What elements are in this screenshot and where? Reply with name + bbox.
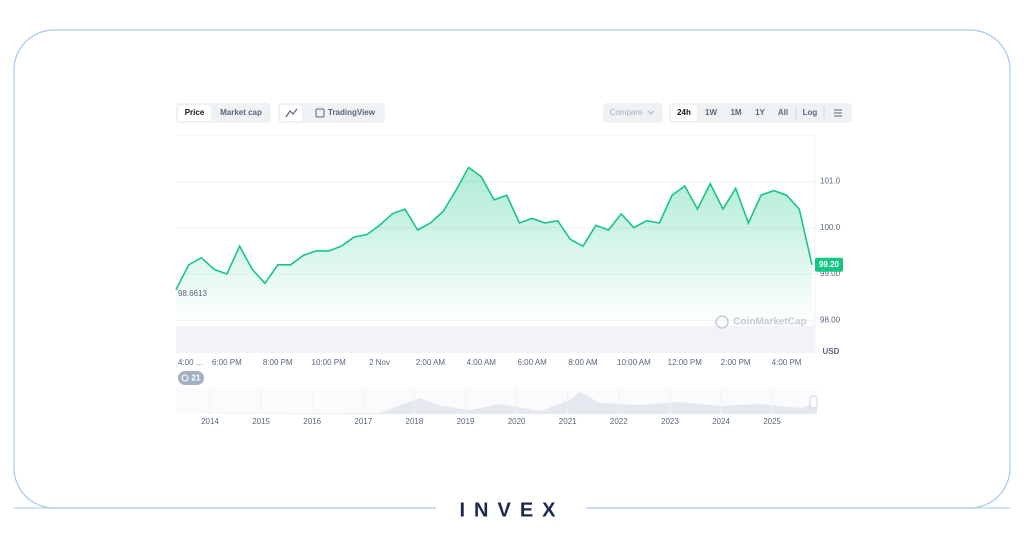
range-button[interactable]: 1Y xyxy=(755,108,765,117)
last-price-label: 99.20 xyxy=(819,260,840,269)
y-tick-label: 101.0 xyxy=(820,176,841,185)
x-tick-label: 8:00 PM xyxy=(263,358,293,367)
clock-icon xyxy=(181,374,189,382)
x-tick-label: 10:00 PM xyxy=(312,358,347,367)
x-tick-label: 2:00 AM xyxy=(416,358,446,367)
x-tick-label: 2 Nov xyxy=(369,358,390,367)
x-tick-label: 6:00 PM xyxy=(212,358,242,367)
year-label: 2015 xyxy=(252,417,270,426)
chevron xyxy=(647,110,655,115)
x-tick-label: 10:00 AM xyxy=(617,358,651,367)
watermark-logo xyxy=(715,315,729,329)
year-label: 2022 xyxy=(610,417,628,426)
area xyxy=(176,167,812,325)
year-label: 2019 xyxy=(457,417,475,426)
watermark: CoinMarketCap xyxy=(733,317,806,328)
market-cap-button[interactable]: Market cap xyxy=(220,108,262,117)
brand-logo: INVEX xyxy=(459,499,564,521)
price-line xyxy=(175,166,813,291)
compare-button[interactable]: Compare xyxy=(610,108,643,117)
x-tick-label: 8:00 AM xyxy=(568,358,598,367)
x-tick-label: 12:00 PM xyxy=(668,358,703,367)
log-button[interactable]: Log xyxy=(803,108,818,117)
x-tick-label: 2:00 PM xyxy=(721,358,751,367)
year-label: 2020 xyxy=(508,417,526,426)
navigator-area xyxy=(176,392,817,414)
y-tick-label: 98.00 xyxy=(820,315,841,324)
range-button[interactable]: 1M xyxy=(730,108,741,117)
first-price-label: 98.6613 xyxy=(178,289,207,298)
history-badge-bg[interactable] xyxy=(178,371,204,385)
range-active[interactable] xyxy=(671,105,697,121)
range-button[interactable]: 24h xyxy=(677,108,691,117)
x-tick-label: 4:00 PM xyxy=(772,358,802,367)
range-group xyxy=(669,103,852,123)
year-label: 2024 xyxy=(712,417,730,426)
toggle-active[interactable] xyxy=(178,105,211,121)
y-tick-label: 100.0 xyxy=(820,223,841,232)
year-label: 2017 xyxy=(354,417,372,426)
last-price-badge xyxy=(815,257,843,272)
x-tick-label: 6:00 AM xyxy=(517,358,547,367)
y-unit: USD xyxy=(823,347,840,356)
volume-band xyxy=(176,326,815,353)
range-button[interactable]: All xyxy=(778,108,788,117)
year-label: 2023 xyxy=(661,417,679,426)
x-tick-label: 4:00 ... xyxy=(178,358,202,367)
y-tick-label: 99.00 xyxy=(820,269,841,278)
compare-box[interactable] xyxy=(603,103,663,123)
year-label: 2025 xyxy=(763,417,781,426)
range-button[interactable]: 1W xyxy=(705,108,717,117)
year-label: 2016 xyxy=(303,417,321,426)
tv-icon xyxy=(315,108,325,118)
history-badge[interactable]: 21 xyxy=(192,374,201,383)
year-label: 2014 xyxy=(201,417,219,426)
chart-type-group xyxy=(278,103,385,123)
tradingview-button[interactable]: TradingView xyxy=(328,108,376,117)
x-tick-label: 4:00 AM xyxy=(467,358,497,367)
line-icon-button[interactable] xyxy=(280,105,302,121)
year-label: 2018 xyxy=(406,417,424,426)
logo-gap xyxy=(436,498,586,520)
price-button[interactable]: Price xyxy=(185,108,205,117)
year-label: 2021 xyxy=(559,417,577,426)
line-icon xyxy=(285,108,298,118)
navigator-handle[interactable] xyxy=(809,395,818,409)
menu-icon[interactable] xyxy=(834,109,842,117)
